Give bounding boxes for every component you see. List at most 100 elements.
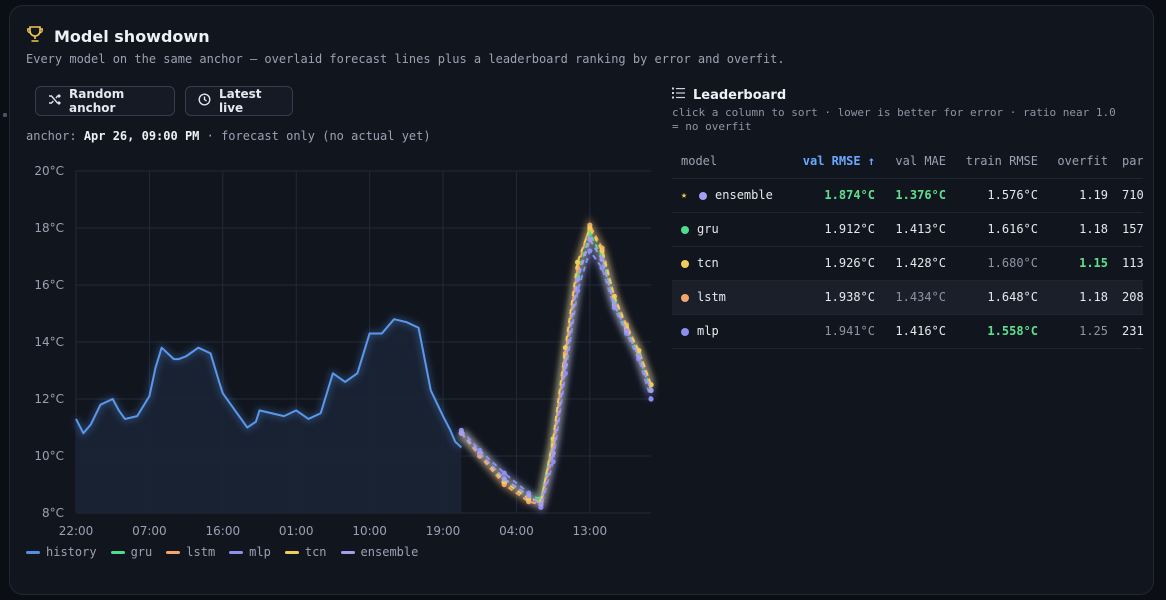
forecast-point-mlp [550, 459, 556, 465]
col-overfit[interactable]: overfit [1057, 154, 1108, 168]
table-row[interactable]: tcn 1.926°C 1.428°C 1.680°C 1.15 113 [672, 247, 1143, 281]
model-name: ensemble [715, 188, 773, 202]
legend-label: history [46, 545, 97, 559]
history-line [75, 318, 463, 449]
forecast-point-tcn [636, 347, 642, 354]
legend-item-gru[interactable]: gru [110, 545, 152, 559]
latest-live-button[interactable]: Latest live [185, 86, 293, 116]
forecast-point-mlp [562, 370, 568, 376]
legend-label: mlp [249, 545, 271, 559]
val-rmse: 1.941°C [824, 324, 875, 338]
legend-swatch [229, 550, 244, 554]
table-row[interactable]: ★ ensemble 1.874°C 1.376°C 1.576°C 1.19 7… [672, 179, 1143, 213]
col-val-rmse[interactable]: val RMSE ↑ [802, 154, 875, 168]
forecast-line-ensemble [460, 238, 652, 506]
x-tick-label: 10:00 [352, 524, 387, 538]
val-rmse: 1.926°C [824, 256, 875, 270]
random-anchor-label: Random anchor [69, 87, 125, 115]
overfit: 1.19 [1079, 188, 1108, 202]
x-tick-label: 04:00 [499, 524, 534, 538]
col-params[interactable]: params [1122, 154, 1143, 168]
forecast-point-ensemble [623, 328, 630, 334]
params: 157 [1122, 222, 1143, 236]
train-rmse: 1.616°C [987, 222, 1038, 236]
forecast-glow-ensemble [458, 230, 655, 511]
random-anchor-button[interactable]: Random anchor [35, 86, 175, 116]
train-rmse: 1.576°C [987, 188, 1038, 202]
chart-legend: history gru lstm mlp tcn ensemble [26, 545, 418, 559]
model-color-dot [681, 225, 689, 234]
anchor-info: anchor: Apr 26, 09:00 PM · forecast only… [26, 129, 431, 143]
model-color-dot [681, 327, 689, 336]
legend-label: tcn [304, 545, 327, 559]
forecast-point-ensemble [538, 501, 544, 508]
legend-item-history[interactable]: history [26, 545, 97, 559]
legend-label: ensemble [360, 545, 419, 559]
trophy-icon [26, 25, 44, 47]
overfit: 1.18 [1079, 222, 1108, 236]
val-rmse: 1.912°C [824, 222, 875, 236]
train-rmse: 1.648°C [987, 290, 1038, 304]
train-rmse: 1.558°C [987, 324, 1038, 338]
latest-live-label: Latest live [219, 87, 262, 115]
y-tick-label: 20°C [34, 164, 64, 178]
params: 208 [1122, 290, 1143, 304]
legend-item-mlp[interactable]: mlp [229, 545, 271, 559]
legend-swatch [110, 550, 125, 554]
y-tick-label: 14°C [34, 335, 64, 349]
forecast-point-tcn [648, 382, 654, 388]
legend-item-ensemble[interactable]: ensemble [340, 545, 419, 559]
forecast-chart: 20°C 18°C 16°C 14°C 12°C 10°C 8°C 22:00 07:00 16:… [34, 164, 655, 538]
forecast-point-tcn [611, 293, 617, 299]
table-row[interactable]: gru 1.912°C 1.413°C 1.616°C 1.18 157 [672, 213, 1143, 247]
forecast-point-ensemble [636, 353, 642, 359]
model-name: lstm [697, 290, 726, 304]
forecast-point-ensemble [587, 236, 593, 242]
clock-icon [198, 93, 211, 109]
x-tick-label: 19:00 [426, 524, 461, 538]
anchor-prefix: anchor: [26, 129, 77, 143]
anchor-time: Apr 26, 09:00 PM [83, 129, 200, 143]
anchor-status: · forecast only (no actual yet) [199, 129, 431, 143]
header: Model showdown [26, 25, 210, 47]
forecast-point-ensemble [501, 476, 507, 482]
leaderboard-hint: click a column to sort · lower is better… [672, 106, 1116, 133]
model-color-dot [681, 259, 689, 268]
forecast-point-tcn [599, 248, 605, 254]
table-row[interactable]: lstm 1.938°C 1.434°C 1.648°C 1.18 208 [672, 281, 1143, 315]
val-mae: 1.416°C [895, 324, 946, 338]
y-tick-label: 10°C [34, 449, 64, 463]
val-rmse: 1.938°C [824, 290, 875, 304]
model-name: gru [697, 222, 719, 236]
forecast-point-ensemble [458, 430, 464, 436]
legend-label: lstm [186, 545, 216, 559]
forecast-point-ensemble [477, 450, 483, 456]
best-star-icon: ★ [681, 190, 688, 201]
legend-swatch [340, 550, 355, 554]
x-tick-label: 07:00 [132, 524, 167, 538]
x-tick-label: 22:00 [59, 524, 94, 538]
x-tick-label: 16:00 [206, 524, 241, 538]
forecast-point-tcn [574, 259, 581, 265]
val-mae: 1.434°C [895, 290, 946, 304]
forecast-point-ensemble [574, 276, 581, 282]
x-tick-label: 13:00 [573, 524, 608, 538]
table-header-row: model val RMSE ↑ val MAE train RMSE over… [672, 145, 1143, 179]
leaderboard-title: Leaderboard [693, 87, 787, 103]
y-tick-label: 12°C [34, 392, 64, 406]
forecast-point-mlp [501, 470, 507, 476]
legend-item-tcn[interactable]: tcn [284, 545, 327, 559]
col-model[interactable]: model [681, 154, 718, 168]
table-row[interactable]: mlp 1.941°C 1.416°C 1.558°C 1.25 231 [672, 315, 1143, 349]
y-tick-label: 18°C [34, 221, 64, 235]
params: 113 [1122, 256, 1143, 270]
model-name: tcn [697, 256, 719, 270]
col-val-mae[interactable]: val MAE [895, 154, 946, 168]
list-icon [672, 87, 685, 103]
page-title: Model showdown [54, 26, 210, 46]
page-subtitle: Every model on the same anchor — overlai… [26, 52, 785, 66]
legend-item-lstm[interactable]: lstm [166, 545, 215, 559]
val-rmse: 1.874°C [824, 188, 875, 202]
col-train-rmse[interactable]: train RMSE [965, 154, 1038, 168]
forecast-point-ensemble [611, 302, 617, 308]
